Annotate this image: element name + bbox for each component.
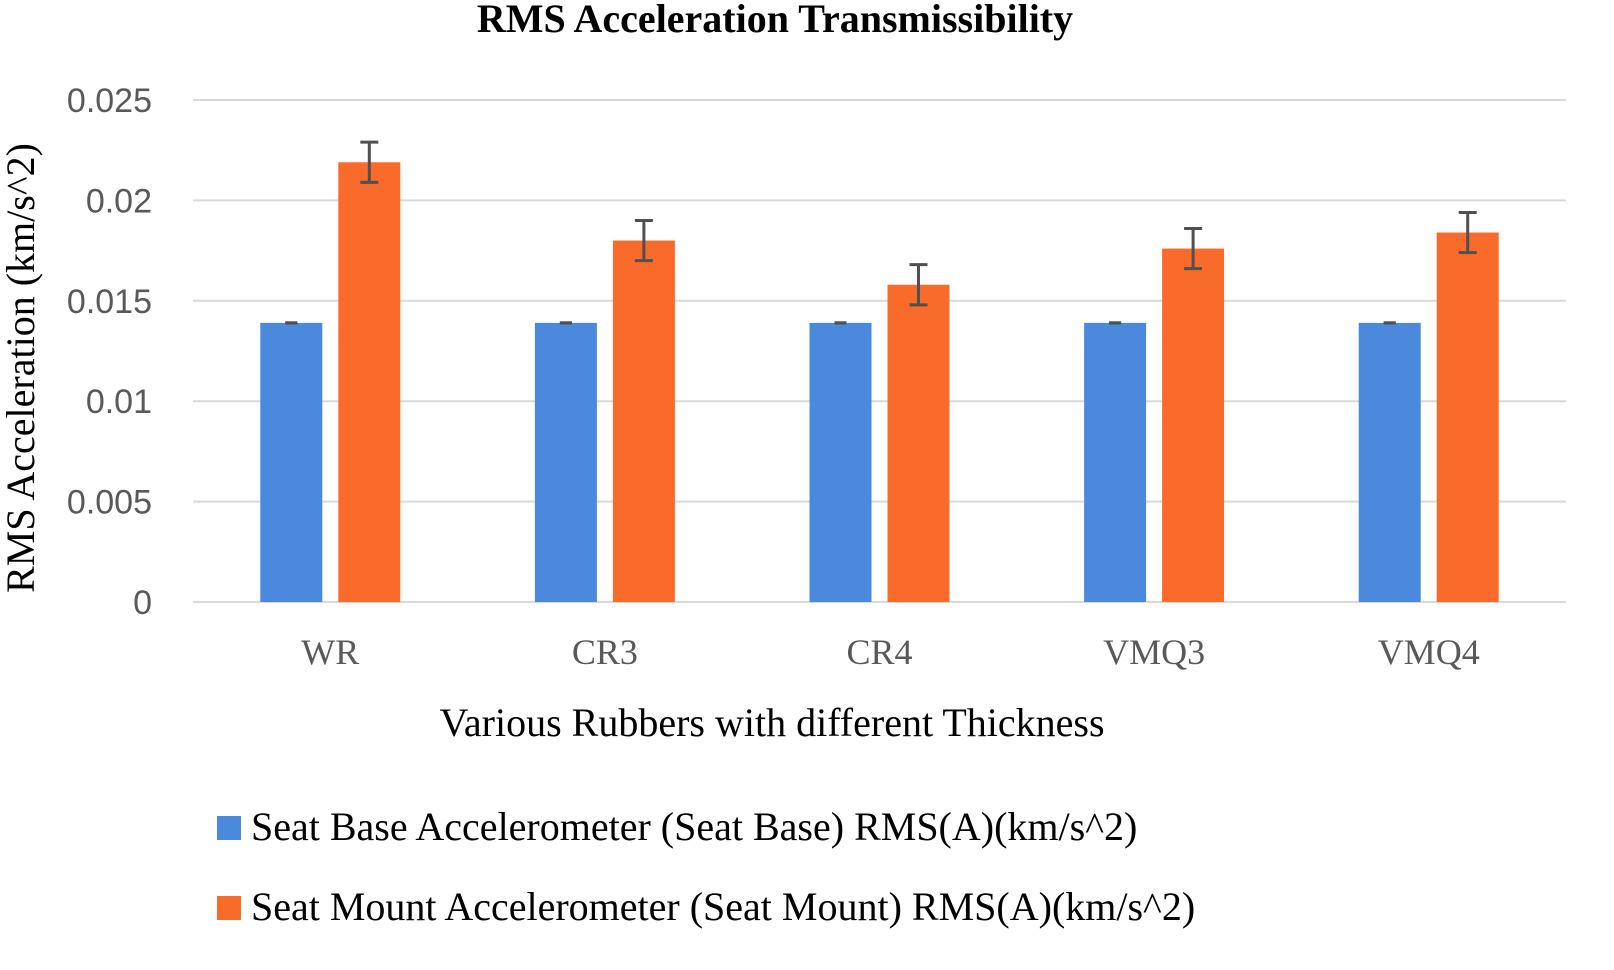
bar-1-WR	[260, 322, 323, 602]
y-tick-label: 0	[133, 584, 152, 622]
x-tick-label: VMQ3	[1103, 632, 1205, 672]
y-tick-label: 0.015	[67, 283, 152, 321]
x-tick-label: VMQ4	[1378, 632, 1480, 672]
gridlines	[193, 99, 1566, 603]
y-axis-label: RMS Acceleration (km/s^2)	[0, 143, 43, 593]
chart-title: RMS Acceleration Transmissibility	[477, 0, 1073, 41]
legend-label: Seat Mount Accelerometer (Seat Mount) RM…	[251, 884, 1195, 929]
legend: Seat Base Accelerometer (Seat Base) RMS(…	[217, 804, 1195, 929]
y-tick-label: 0.025	[67, 82, 152, 120]
legend-swatch	[217, 896, 241, 920]
y-axis-ticks: 0 0.005 0.01 0.015 0.02 0.025	[67, 82, 152, 622]
x-tick-label: WR	[301, 632, 359, 672]
bars	[260, 140, 1499, 603]
bar-2-CR4	[887, 284, 950, 602]
legend-swatch	[217, 816, 241, 840]
x-axis-label: Various Rubbers with different Thickness	[439, 700, 1104, 745]
bar-2-CR3	[612, 240, 675, 602]
x-axis-ticks: WR CR3 CR4 VMQ3 VMQ4	[301, 632, 1479, 672]
y-tick-label: 0.01	[86, 383, 152, 421]
bar-1-CR4	[809, 322, 872, 602]
bar-1-CR3	[534, 322, 597, 602]
legend-label: Seat Base Accelerometer (Seat Base) RMS(…	[251, 804, 1137, 849]
bar-1-VMQ3	[1084, 322, 1147, 602]
x-tick-label: CR4	[846, 632, 912, 672]
bar-2-VMQ4	[1436, 232, 1499, 602]
bar-2-WR	[338, 162, 401, 603]
bar-2-VMQ3	[1162, 248, 1225, 603]
bar-1-VMQ4	[1358, 322, 1421, 602]
y-tick-label: 0.005	[67, 484, 152, 522]
x-tick-label: CR3	[572, 632, 638, 672]
y-tick-label: 0.02	[86, 182, 152, 220]
